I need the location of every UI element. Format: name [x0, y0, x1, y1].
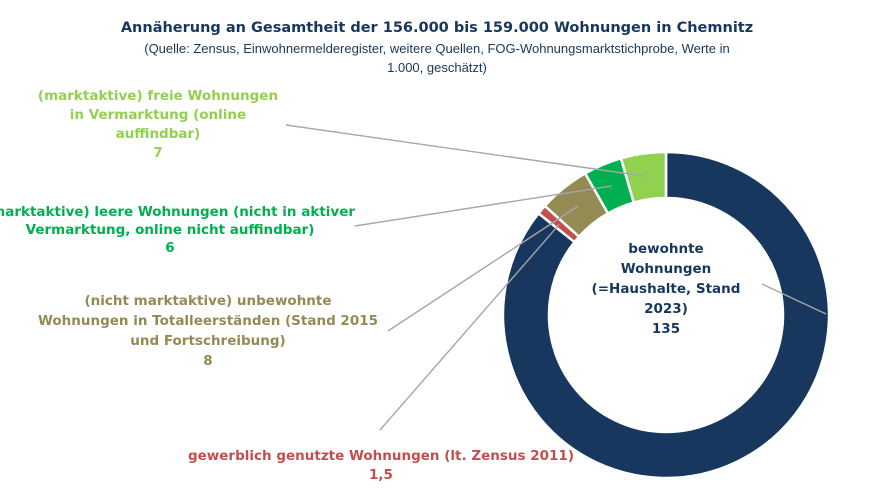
chart-subtitle-line-1: (Quelle: Zensus, Einwohnermelderegister,…: [144, 41, 730, 56]
leader-line-bewohnt: [761, 283, 827, 315]
slice-value-bewohnt: 135: [652, 321, 680, 337]
slice-label-frei-line-3: auffindbar): [116, 126, 201, 142]
chart-subtitle-line-2: 1.000, geschätzt): [387, 60, 487, 75]
slice-label-unbewohnt-line-2: Wohnungen in Totalleerständen (Stand 201…: [38, 313, 378, 329]
slice-label-leer-line-2: Vermarktung, online nicht auffindbar): [26, 222, 315, 238]
slice-label-unbewohnt-line-3: und Fortschreibung): [130, 333, 285, 349]
slice-labels: bewohnte Wohnungen (=Haushalte, Stand 2023)…: [0, 88, 740, 483]
slice-label-bewohnt-line-1: bewohnte: [628, 241, 703, 257]
slice-label-frei-line-2: in Vermarktung (online: [70, 107, 246, 123]
slice-value-unbewohnt: 8: [203, 353, 212, 369]
slice-label-bewohnt-line-3: (=Haushalte, Stand: [592, 281, 741, 297]
slice-value-leer: 6: [165, 240, 174, 256]
slice-label-frei-line-1: (marktaktive) freie Wohnungen: [38, 88, 278, 104]
slice-label-gewerblich-line-1: gewerblich genutzte Wohnungen (lt. Zensu…: [188, 448, 574, 464]
leader-line-gewerblich: [379, 224, 560, 431]
leader-lines: [285, 124, 827, 431]
slice-bewohnt: [501, 150, 831, 480]
slice-frei: [619, 150, 668, 205]
slice-label-unbewohnt-line-1: (nicht marktaktive) unbewohnte: [84, 293, 331, 309]
slice-value-frei: 7: [153, 145, 162, 161]
chart-title: Annäherung an Gesamtheit der 156.000 bis…: [121, 20, 753, 36]
slice-label-bewohnt-line-2: Wohnungen: [621, 261, 712, 277]
leader-line-leer: [354, 185, 612, 227]
leader-line-unbewohnt: [387, 205, 579, 332]
leader-line-frei: [285, 124, 647, 178]
slice-label-bewohnt-line-4: 2023): [644, 301, 688, 317]
slice-value-gewerblich: 1,5: [369, 467, 393, 483]
slice-label-leer-line-1: (marktaktive) leere Wohnungen (nicht in …: [0, 204, 355, 220]
